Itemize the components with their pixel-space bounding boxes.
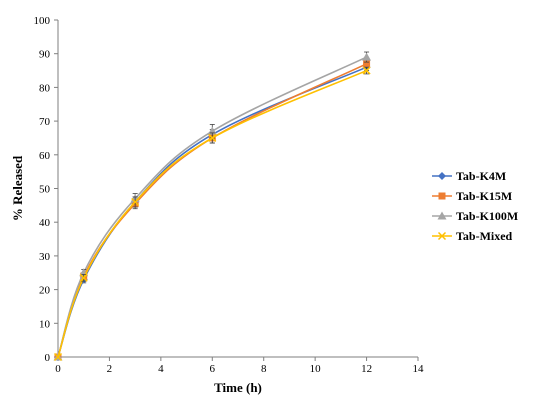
y-tick-label: 0 <box>45 352 51 364</box>
legend-item-tab-k100m: Tab-K100M <box>432 209 518 223</box>
x-tick-label: 8 <box>261 363 267 375</box>
series-tab-k4m <box>54 63 371 361</box>
legend: Tab-K4M Tab-K15M Tab-K100M Tab-Mixed <box>432 169 518 243</box>
legend-label: Tab-K4M <box>456 169 506 183</box>
data-point <box>131 197 140 207</box>
y-axis-title: % Released <box>10 155 25 221</box>
legend-marker <box>438 192 446 200</box>
legend-label: Tab-Mixed <box>456 229 513 243</box>
series-tab-k15m <box>54 58 371 361</box>
legend-item-tab-k15m: Tab-K15M <box>432 189 512 203</box>
y-tick-label: 30 <box>39 251 51 263</box>
x-tick-label: 6 <box>210 363 216 375</box>
y-tick-label: 100 <box>34 15 51 27</box>
data-point <box>53 352 63 362</box>
x-marker-stroke <box>362 66 371 75</box>
x-tick-label: 2 <box>107 363 113 375</box>
series-line <box>57 66 367 358</box>
series-tab-mixed <box>53 66 371 362</box>
y-tick-label: 60 <box>39 150 51 162</box>
x-marker-stroke <box>53 352 63 362</box>
y-tick-label: 80 <box>39 82 51 94</box>
y-tick-label: 50 <box>39 184 51 196</box>
y-tick-label: 70 <box>39 116 51 128</box>
x-marker-stroke <box>437 231 447 241</box>
x-tick-label: 0 <box>55 363 61 375</box>
legend-marker <box>437 211 447 220</box>
series-layer <box>53 51 372 362</box>
data-point <box>362 66 371 75</box>
x-tick-label: 4 <box>158 363 164 375</box>
legend-label: Tab-K15M <box>456 189 512 203</box>
x-marker-stroke <box>131 197 140 207</box>
axes: 0 10 20 30 40 50 60 70 80 90 100 0 2 4 6 8 10 12 14 <box>34 15 425 375</box>
legend-marker <box>438 172 446 180</box>
x-tick-label: 10 <box>310 363 322 375</box>
data-point <box>79 273 88 282</box>
y-tick-label: 20 <box>39 285 51 297</box>
legend-item-tab-mixed: Tab-Mixed <box>432 229 513 243</box>
legend-marker <box>437 231 447 241</box>
x-axis-title: Time (h) <box>214 380 262 395</box>
series-line <box>57 69 367 358</box>
series-tab-k100m <box>53 51 372 361</box>
series-line <box>57 63 367 358</box>
data-point <box>363 60 371 68</box>
y-tick-label: 10 <box>39 318 51 330</box>
legend-label: Tab-K100M <box>456 209 518 223</box>
x-tick-label: 14 <box>413 363 425 375</box>
legend-item-tab-k4m: Tab-K4M <box>432 169 506 183</box>
x-marker-stroke <box>79 273 88 282</box>
data-point <box>362 52 372 61</box>
x-marker-stroke <box>208 133 217 142</box>
y-tick-label: 90 <box>39 49 51 61</box>
x-tick-label: 12 <box>361 363 372 375</box>
y-tick-label: 40 <box>39 217 51 229</box>
data-point <box>208 133 217 142</box>
series-line <box>57 56 367 358</box>
